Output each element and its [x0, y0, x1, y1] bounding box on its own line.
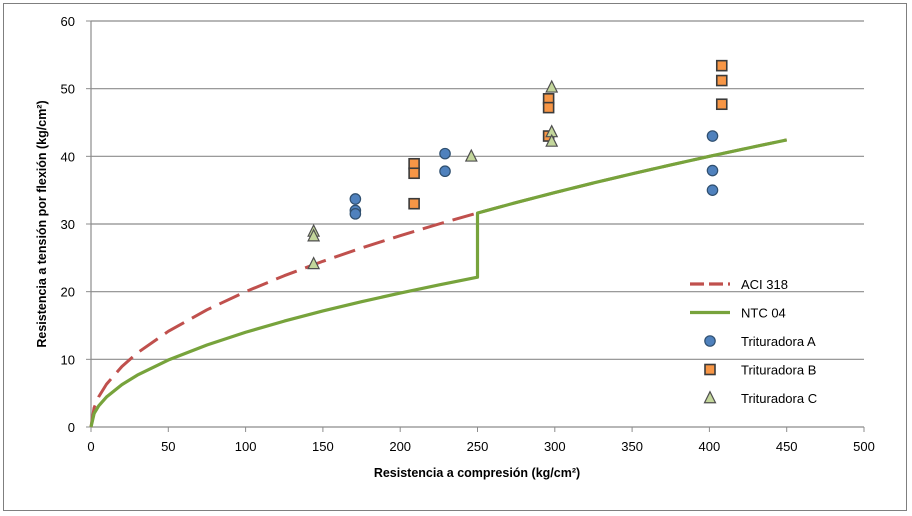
x-tick-label-0: 0 — [87, 439, 94, 454]
gridlines — [91, 20, 864, 360]
y-tick-label-40: 40 — [61, 149, 75, 164]
data-point-trituradora-a — [706, 130, 719, 142]
y-tick-label-10: 10 — [61, 352, 75, 367]
y-tick-label-50: 50 — [61, 82, 75, 97]
data-point-trituradora-a — [349, 193, 362, 205]
axes — [86, 20, 865, 432]
y-axis-title: Resistencia a tensión por flexión (kg/cm… — [35, 100, 49, 347]
x-tick-labels: 0 50 100 150 200 250 300 350 400 450 500 — [87, 439, 874, 454]
legend-swatch-trituradora-a — [704, 335, 716, 347]
data-point-trituradora-b — [408, 167, 420, 180]
legend-label-trituradora-c: Trituradora C — [741, 391, 817, 406]
legend-label-ntc-04: NTC 04 — [741, 306, 786, 321]
data-point-trituradora-a — [349, 208, 362, 220]
y-tick-labels: 0 10 20 30 40 50 60 — [61, 14, 75, 435]
x-tick-label-350: 350 — [621, 439, 643, 454]
legend-swatch-trituradora-b — [704, 363, 716, 376]
series-layer — [89, 59, 788, 428]
data-point-trituradora-a — [439, 165, 451, 178]
data-point-trituradora-b — [542, 101, 555, 114]
data-point-trituradora-b — [408, 157, 420, 170]
data-point-trituradora-a — [439, 147, 451, 160]
data-point-trituradora-c — [307, 228, 321, 242]
data-point-trituradora-a — [706, 184, 719, 196]
x-tick-label-50: 50 — [161, 439, 175, 454]
data-point-trituradora-b — [715, 74, 728, 87]
legend: ACI 318 NTC 04 Trituradora A Trituradora B T… — [690, 277, 817, 406]
x-axis-title: Resistencia a compresión (kg/cm²) — [374, 466, 580, 480]
y-tick-label-30: 30 — [61, 217, 75, 232]
data-point-trituradora-b — [715, 59, 728, 72]
data-point-trituradora-b — [408, 197, 420, 210]
x-tick-label-200: 200 — [389, 439, 411, 454]
x-tick-label-250: 250 — [467, 439, 489, 454]
x-tick-label-300: 300 — [544, 439, 566, 454]
legend-label-aci-318: ACI 318 — [741, 277, 788, 292]
y-tick-label-0: 0 — [68, 420, 75, 435]
legend-label-trituradora-b: Trituradora B — [741, 363, 816, 378]
y-tick-label-20: 20 — [61, 285, 75, 300]
legend-label-trituradora-a: Trituradora A — [741, 334, 816, 349]
y-tick-label-60: 60 — [61, 14, 75, 29]
x-tick-label-500: 500 — [853, 439, 875, 454]
x-tick-label-100: 100 — [235, 439, 257, 454]
series-line-ntc-04 — [89, 138, 788, 428]
chart-frame — [3, 3, 907, 511]
x-tick-label-450: 450 — [776, 439, 798, 454]
data-point-trituradora-c — [545, 79, 559, 93]
data-point-trituradora-c — [307, 256, 321, 270]
legend-swatch-trituradora-c — [703, 390, 717, 404]
data-point-trituradora-c — [545, 133, 559, 147]
x-tick-label-400: 400 — [699, 439, 721, 454]
data-point-trituradora-c — [464, 148, 478, 162]
data-point-trituradora-a — [706, 164, 719, 177]
data-point-trituradora-b — [715, 98, 728, 111]
x-tick-label-150: 150 — [312, 439, 334, 454]
